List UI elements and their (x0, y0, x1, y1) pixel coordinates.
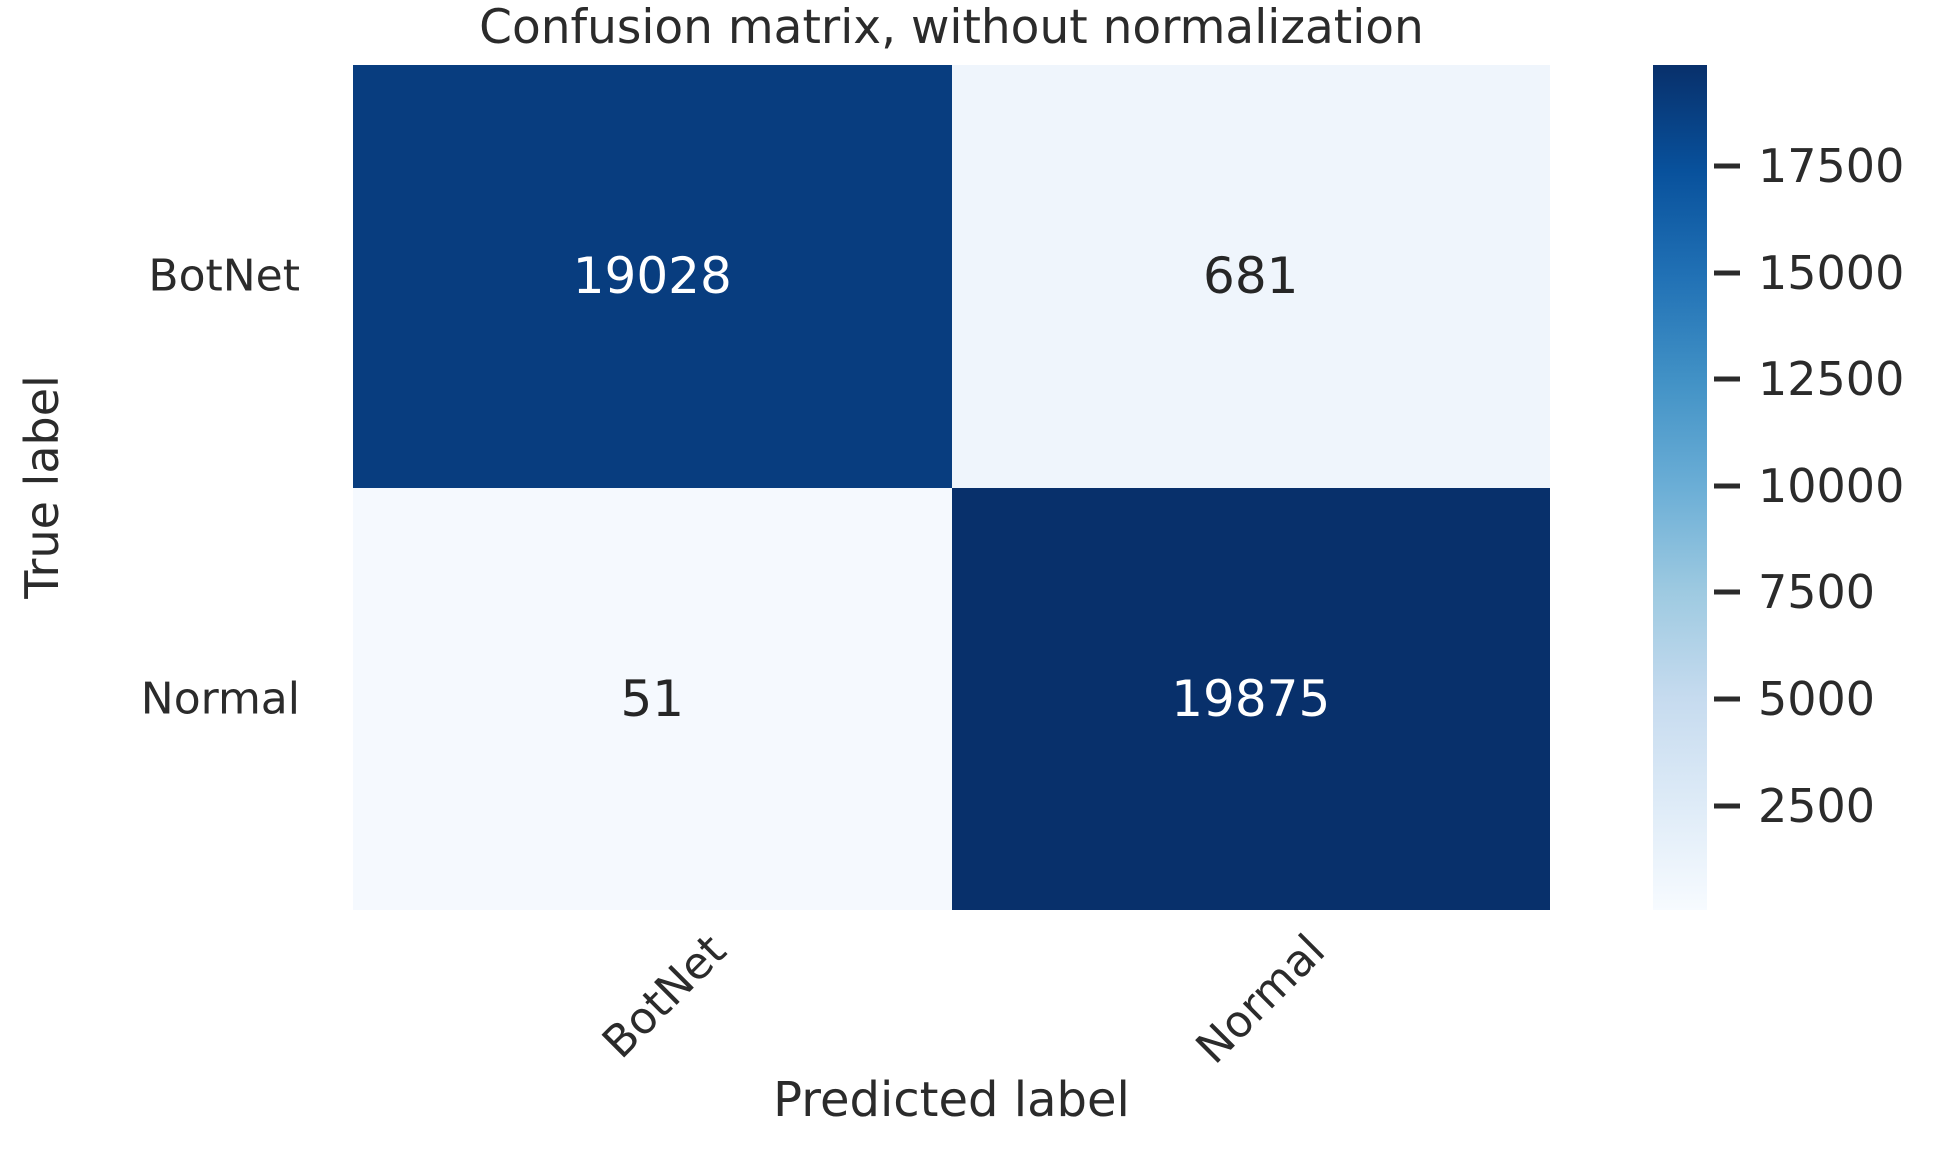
colorbar-tick-mark-2500 (1714, 803, 1740, 809)
x-axis-label: Predicted label (773, 1072, 1130, 1128)
colorbar (1653, 65, 1707, 910)
colorbar-tick-label-17500: 17500 (1758, 139, 1905, 194)
colorbar-tick-label-7500: 7500 (1758, 565, 1876, 620)
colorbar-tick-label-2500: 2500 (1758, 778, 1876, 833)
x-tick-label-Normal: Normal (1186, 925, 1335, 1074)
heatmap-cell-BotNet-BotNet: 19028 (353, 65, 952, 488)
colorbar-tick-label-12500: 12500 (1758, 352, 1905, 407)
heatmap-cell-Normal-Normal: 19875 (951, 487, 1550, 910)
y-axis-label: True label (15, 375, 69, 599)
colorbar-tick-mark-7500 (1714, 589, 1740, 595)
heatmap-grid: 19028 681 51 19875 (353, 65, 1550, 910)
heatmap-cell-BotNet-Normal: 681 (951, 65, 1550, 488)
colorbar-tick-mark-15000 (1714, 270, 1740, 276)
y-tick-label-BotNet: BotNet (148, 250, 300, 302)
x-tick-label-BotNet: BotNet (593, 925, 737, 1069)
chart-title: Confusion matrix, without normalization (479, 0, 1424, 55)
colorbar-tick-label-15000: 15000 (1758, 245, 1905, 300)
colorbar-tick-label-10000: 10000 (1758, 458, 1905, 513)
heatmap-cell-Normal-BotNet: 51 (353, 487, 952, 910)
colorbar-tick-mark-10000 (1714, 483, 1740, 489)
y-tick-label-Normal: Normal (140, 673, 300, 725)
colorbar-tick-mark-5000 (1714, 696, 1740, 702)
colorbar-tick-mark-12500 (1714, 376, 1740, 382)
colorbar-tick-label-5000: 5000 (1758, 672, 1876, 727)
colorbar-tick-mark-17500 (1714, 163, 1740, 169)
